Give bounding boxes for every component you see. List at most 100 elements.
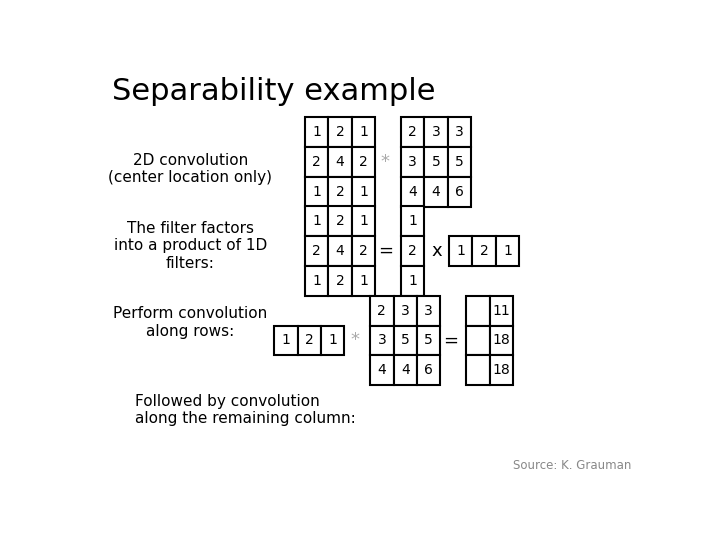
Bar bbox=[466, 295, 490, 326]
Text: 1: 1 bbox=[408, 274, 417, 288]
Text: Perform convolution
along rows:: Perform convolution along rows: bbox=[113, 306, 268, 339]
Text: 1: 1 bbox=[359, 274, 368, 288]
Text: 4: 4 bbox=[336, 154, 344, 168]
Text: 2: 2 bbox=[312, 154, 321, 168]
Text: 3: 3 bbox=[431, 125, 441, 139]
Text: 11: 11 bbox=[492, 303, 510, 318]
Text: 4: 4 bbox=[408, 185, 417, 199]
Bar bbox=[495, 236, 519, 266]
Text: 1: 1 bbox=[328, 334, 337, 347]
Bar bbox=[351, 206, 375, 236]
Text: 5: 5 bbox=[431, 154, 441, 168]
Text: 2: 2 bbox=[336, 185, 344, 199]
Bar bbox=[401, 147, 424, 177]
Bar bbox=[424, 147, 448, 177]
Bar bbox=[490, 355, 513, 386]
Text: =: = bbox=[378, 242, 392, 260]
Text: Source: K. Grauman: Source: K. Grauman bbox=[513, 460, 631, 472]
Text: 1: 1 bbox=[312, 214, 321, 228]
Bar bbox=[417, 355, 441, 386]
Bar bbox=[394, 355, 417, 386]
Text: 1: 1 bbox=[312, 185, 321, 199]
Text: 1: 1 bbox=[282, 334, 290, 347]
Bar bbox=[466, 326, 490, 355]
Bar bbox=[305, 266, 328, 296]
Text: 5: 5 bbox=[455, 154, 464, 168]
Bar bbox=[448, 177, 471, 207]
Bar bbox=[351, 266, 375, 296]
Bar bbox=[449, 236, 472, 266]
Bar bbox=[401, 266, 424, 296]
Bar bbox=[305, 117, 328, 147]
Text: 1: 1 bbox=[359, 125, 368, 139]
Text: 18: 18 bbox=[492, 363, 510, 377]
Text: 5: 5 bbox=[401, 334, 410, 347]
Text: 18: 18 bbox=[492, 334, 510, 347]
Bar bbox=[370, 295, 394, 326]
Text: 1: 1 bbox=[408, 214, 417, 228]
Bar bbox=[351, 147, 375, 177]
Bar bbox=[370, 355, 394, 386]
Text: x: x bbox=[431, 242, 442, 260]
Bar bbox=[472, 236, 495, 266]
Bar bbox=[401, 177, 424, 207]
Bar bbox=[370, 326, 394, 355]
Bar bbox=[417, 295, 441, 326]
Text: 2: 2 bbox=[336, 125, 344, 139]
Bar bbox=[305, 236, 328, 266]
Bar bbox=[321, 326, 344, 355]
Text: 4: 4 bbox=[401, 363, 410, 377]
Text: 3: 3 bbox=[408, 154, 417, 168]
Bar bbox=[448, 117, 471, 147]
Text: 2: 2 bbox=[480, 244, 488, 258]
Bar bbox=[401, 236, 424, 266]
Text: 3: 3 bbox=[377, 334, 386, 347]
Text: 3: 3 bbox=[401, 303, 410, 318]
Text: 1: 1 bbox=[312, 274, 321, 288]
Text: 1: 1 bbox=[359, 214, 368, 228]
Text: 2: 2 bbox=[305, 334, 314, 347]
Bar bbox=[328, 266, 351, 296]
Text: 2: 2 bbox=[377, 303, 386, 318]
Text: 3: 3 bbox=[455, 125, 464, 139]
Text: 6: 6 bbox=[424, 363, 433, 377]
Bar bbox=[490, 326, 513, 355]
Bar bbox=[424, 177, 448, 207]
Bar bbox=[394, 326, 417, 355]
Text: The filter factors
into a product of 1D
filters:: The filter factors into a product of 1D … bbox=[114, 221, 267, 271]
Bar bbox=[466, 355, 490, 386]
Text: 1: 1 bbox=[312, 125, 321, 139]
Bar bbox=[401, 117, 424, 147]
Text: =: = bbox=[443, 332, 458, 349]
Text: 5: 5 bbox=[424, 334, 433, 347]
Bar bbox=[351, 117, 375, 147]
Text: 4: 4 bbox=[377, 363, 386, 377]
Bar bbox=[351, 177, 375, 207]
Bar bbox=[490, 295, 513, 326]
Bar bbox=[448, 147, 471, 177]
Text: 2: 2 bbox=[336, 274, 344, 288]
Text: 6: 6 bbox=[455, 185, 464, 199]
Bar bbox=[328, 177, 351, 207]
Bar bbox=[305, 177, 328, 207]
Bar bbox=[328, 147, 351, 177]
Text: 4: 4 bbox=[336, 244, 344, 258]
Text: 1: 1 bbox=[503, 244, 512, 258]
Text: 2D convolution
(center location only): 2D convolution (center location only) bbox=[109, 152, 272, 185]
Text: 3: 3 bbox=[424, 303, 433, 318]
Bar bbox=[394, 295, 417, 326]
Bar bbox=[401, 206, 424, 236]
Text: 2: 2 bbox=[408, 125, 417, 139]
Bar bbox=[328, 117, 351, 147]
Text: 1: 1 bbox=[359, 185, 368, 199]
Bar bbox=[328, 206, 351, 236]
Text: 1: 1 bbox=[456, 244, 465, 258]
Text: 2: 2 bbox=[312, 244, 321, 258]
Bar bbox=[274, 326, 297, 355]
Bar bbox=[305, 206, 328, 236]
Text: 2: 2 bbox=[408, 244, 417, 258]
Text: Followed by convolution
along the remaining column:: Followed by convolution along the remain… bbox=[135, 394, 356, 426]
Bar bbox=[424, 117, 448, 147]
Text: 2: 2 bbox=[359, 154, 368, 168]
Text: 2: 2 bbox=[336, 214, 344, 228]
